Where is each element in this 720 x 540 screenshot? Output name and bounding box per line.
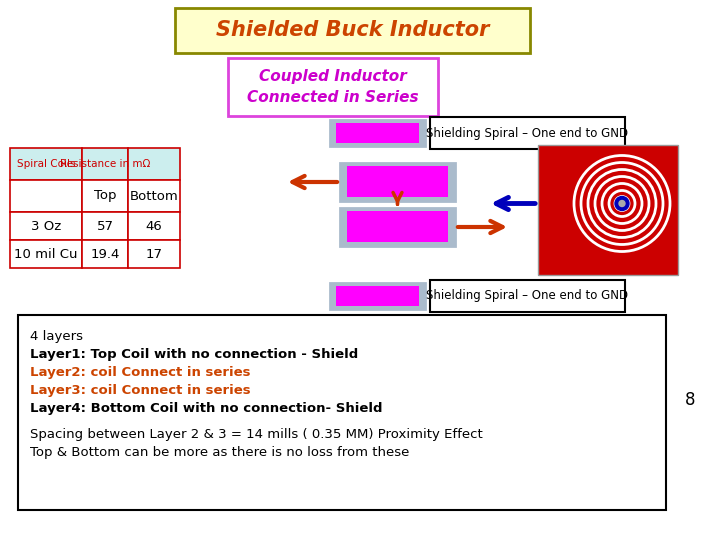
FancyBboxPatch shape <box>128 180 180 212</box>
FancyBboxPatch shape <box>10 240 82 268</box>
FancyBboxPatch shape <box>18 315 666 510</box>
FancyBboxPatch shape <box>10 212 82 240</box>
Text: Bottom: Bottom <box>130 190 179 202</box>
Text: Layer3: coil Connect in series: Layer3: coil Connect in series <box>30 384 251 397</box>
FancyBboxPatch shape <box>128 240 180 268</box>
FancyBboxPatch shape <box>347 211 448 242</box>
Text: Top: Top <box>94 190 116 202</box>
Text: 3 Oz: 3 Oz <box>31 219 61 233</box>
FancyBboxPatch shape <box>82 240 128 268</box>
Text: 57: 57 <box>96 219 114 233</box>
Text: Shielding Spiral – One end to GND: Shielding Spiral – One end to GND <box>426 126 629 139</box>
Text: Shielding Spiral – One end to GND: Shielding Spiral – One end to GND <box>426 289 629 302</box>
Text: 8: 8 <box>685 391 696 409</box>
Text: Layer4: Bottom Coil with no connection- Shield: Layer4: Bottom Coil with no connection- … <box>30 402 382 415</box>
FancyBboxPatch shape <box>430 117 625 149</box>
FancyBboxPatch shape <box>347 166 448 197</box>
FancyBboxPatch shape <box>175 8 530 53</box>
Circle shape <box>619 200 625 206</box>
Text: Top & Bottom can be more as there is no loss from these: Top & Bottom can be more as there is no … <box>30 446 410 459</box>
FancyBboxPatch shape <box>128 212 180 240</box>
Text: Shielded Buck Inductor: Shielded Buck Inductor <box>216 21 489 40</box>
FancyBboxPatch shape <box>128 148 180 180</box>
FancyBboxPatch shape <box>336 123 419 143</box>
Text: 19.4: 19.4 <box>90 247 120 260</box>
Text: 46: 46 <box>145 219 163 233</box>
FancyBboxPatch shape <box>228 58 438 116</box>
Text: Spiral Coils: Spiral Coils <box>17 159 76 169</box>
FancyBboxPatch shape <box>336 286 419 306</box>
FancyBboxPatch shape <box>538 145 678 275</box>
Text: Coupled Inductor
Connected in Series: Coupled Inductor Connected in Series <box>247 69 419 105</box>
FancyBboxPatch shape <box>330 120 425 146</box>
Text: Layer1: Top Coil with no connection - Shield: Layer1: Top Coil with no connection - Sh… <box>30 348 359 361</box>
Text: 4 layers: 4 layers <box>30 330 83 343</box>
FancyBboxPatch shape <box>82 212 128 240</box>
FancyBboxPatch shape <box>430 280 625 312</box>
FancyBboxPatch shape <box>10 148 82 180</box>
FancyBboxPatch shape <box>82 180 128 212</box>
Text: Spacing between Layer 2 & 3 = 14 mills ( 0.35 MM) Proximity Effect: Spacing between Layer 2 & 3 = 14 mills (… <box>30 428 482 441</box>
FancyBboxPatch shape <box>340 208 455 246</box>
FancyBboxPatch shape <box>82 148 128 180</box>
FancyBboxPatch shape <box>340 163 455 201</box>
Text: Layer2: coil Connect in series: Layer2: coil Connect in series <box>30 366 251 379</box>
Circle shape <box>615 197 629 211</box>
Text: 10 mil Cu: 10 mil Cu <box>14 247 78 260</box>
Text: 17: 17 <box>145 247 163 260</box>
Text: Resistance in mΩ: Resistance in mΩ <box>60 159 150 169</box>
FancyBboxPatch shape <box>10 180 82 212</box>
FancyBboxPatch shape <box>330 283 425 309</box>
